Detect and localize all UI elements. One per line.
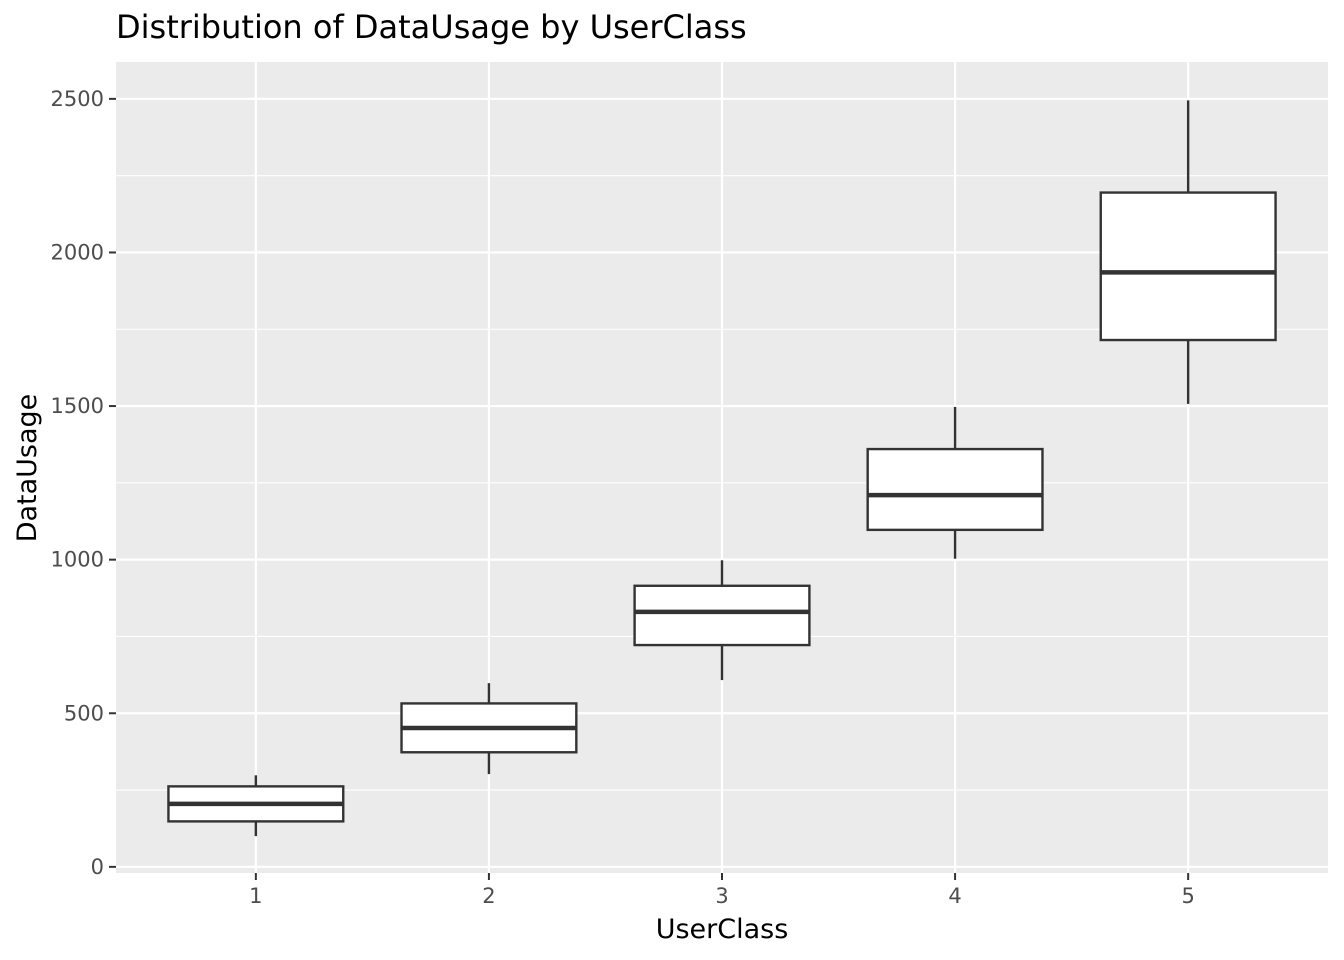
y-tick-label: 2500	[51, 87, 104, 111]
y-tick-label: 500	[64, 701, 104, 725]
x-tick-label: 5	[1181, 884, 1194, 908]
y-tick-label: 1000	[51, 548, 104, 572]
iqr-box	[633, 584, 811, 647]
boxes	[167, 100, 1277, 837]
x-tick-label: 3	[715, 884, 728, 908]
y-axis: 0 500 1000 1500 2000 2500	[51, 87, 116, 879]
iqr-box	[866, 447, 1044, 532]
y-tick-label: 0	[91, 855, 104, 879]
box-class-4	[866, 406, 1044, 559]
box-class-3	[633, 560, 811, 681]
y-axis-title: DataUsage	[12, 394, 43, 543]
x-axis: 1 2 3 4 5	[249, 873, 1195, 908]
x-tick-label: 2	[482, 884, 495, 908]
y-tick-label: 2000	[51, 240, 104, 264]
x-axis-title: UserClass	[656, 914, 789, 945]
chart-title: Distribution of DataUsage by UserClass	[116, 8, 747, 46]
iqr-box	[1099, 191, 1277, 342]
box-class-2	[400, 683, 578, 775]
x-tick-label: 1	[249, 884, 262, 908]
box-class-5	[1099, 100, 1277, 404]
x-tick-label: 4	[948, 884, 961, 908]
y-tick-label: 1500	[51, 394, 104, 418]
box-class-1	[167, 775, 345, 837]
